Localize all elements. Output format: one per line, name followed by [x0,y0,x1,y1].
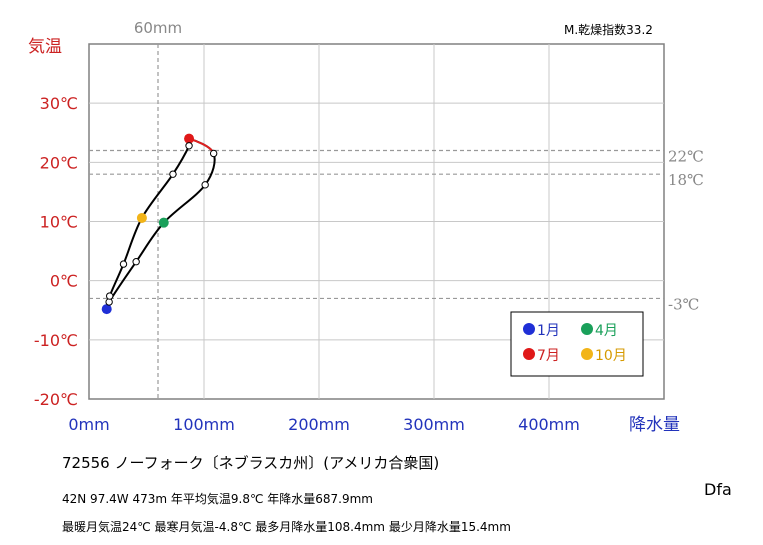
month-point-6 [209,149,218,158]
y-axis-label: 気温 [28,37,62,57]
y-tick-label: 30℃ [40,94,78,113]
ref-label-temp: 22℃ [668,148,704,166]
legend-label-jan: 1月 [537,323,560,339]
legend-marker-jul [523,348,535,360]
legend-label-jul: 7月 [537,348,560,364]
ref-label-temp: 18℃ [668,171,704,189]
x-axis-label: 降水量 [629,415,680,435]
x-tick-label: 400mm [518,415,580,434]
legend: 1月 4月 7月 10月 [510,311,644,377]
month-point-5 [201,181,209,189]
legend-label-apr: 4月 [595,323,618,339]
ref-label-temp: -3℃ [668,295,699,313]
dryness-index: M.乾燥指数33.2 [564,22,653,37]
legend-box [510,311,644,377]
month-point-8 [185,142,193,150]
station-name: 72556 ノーフォーク〔ネブラスカ州〕(アメリカ合衆国) [62,454,440,472]
legend-marker-apr [581,323,593,335]
y-tick-label: 0℃ [50,272,78,291]
x-tick-label: 300mm [403,415,465,434]
reference-lines: 60mm 22℃ 18℃ -3℃ [89,19,704,399]
month-point-1 [101,304,112,315]
climate-classification: Dfa [704,480,732,499]
month-point-12 [106,292,114,300]
y-tick-label: 10℃ [40,213,78,232]
month-point-11 [119,260,128,268]
y-tick-label: -20℃ [34,390,78,409]
month-point-9 [169,170,177,178]
legend-marker-jan [523,323,535,335]
month-point-4 [158,217,169,228]
month-point-7 [184,133,195,144]
legend-marker-oct [581,348,593,360]
legend-label-oct: 10月 [595,348,627,364]
month-point-2 [105,298,113,306]
month-point-3 [132,258,140,266]
ref-label-60mm: 60mm [134,19,182,37]
monthly-points [101,133,218,315]
grid-lines [89,44,664,399]
y-tick-label: 20℃ [40,153,78,172]
x-tick-label: 0mm [68,415,109,434]
x-tick-label: 200mm [288,415,350,434]
station-info-line2: 最暖月気温24℃ 最寒月気温-4.8℃ 最多月降水量108.4mm 最少月降水量… [62,520,511,534]
station-info-line1: 42N 97.4W 473m 年平均気温9.8℃ 年降水量687.9mm [62,492,373,506]
tick-labels: -20℃ -10℃ 0℃ 10℃ 20℃ 30℃ 0mm 100mm 200mm 300mm 400… [34,94,580,434]
x-tick-label: 100mm [173,415,235,434]
month-point-10 [136,212,147,223]
y-tick-label: -10℃ [34,331,78,350]
